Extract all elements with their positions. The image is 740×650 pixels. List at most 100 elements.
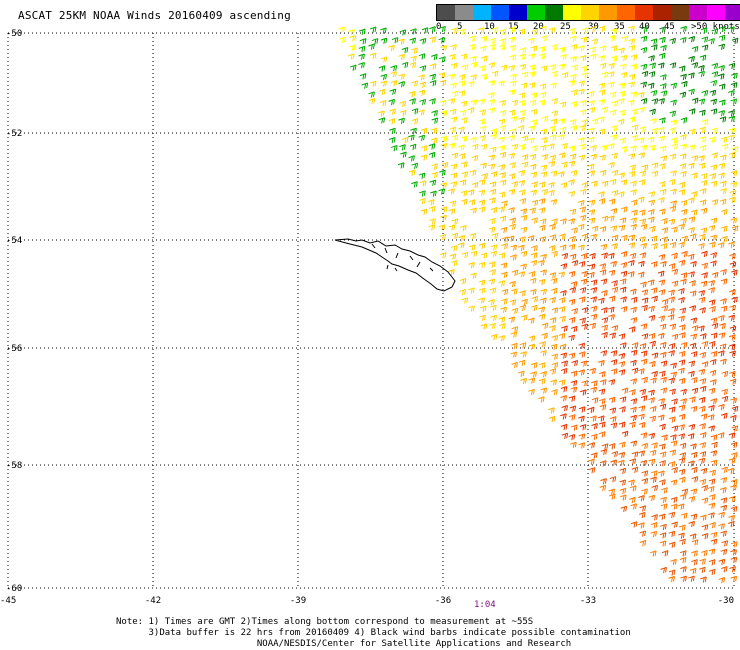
- wind-barb: [688, 36, 696, 43]
- wind-barb: [438, 72, 446, 79]
- wind-barb: [590, 415, 597, 422]
- wind-barb: [359, 38, 367, 45]
- wind-barb: [731, 72, 738, 80]
- wind-barb: [680, 398, 687, 405]
- wind-barb: [648, 209, 655, 216]
- wind-barb: [459, 288, 466, 296]
- wind-barb: [478, 297, 485, 304]
- wind-barb: [539, 218, 547, 225]
- wind-barb: [570, 380, 578, 387]
- wind-barb: [519, 99, 526, 107]
- wind-barb: [591, 38, 599, 45]
- wind-barb: [451, 134, 459, 141]
- wind-barb: [718, 83, 726, 90]
- wind-barb: [650, 38, 658, 45]
- wind-barb: [457, 242, 465, 249]
- wind-barb: [520, 208, 528, 215]
- wind-barb: [590, 144, 597, 152]
- wind-barb: [549, 317, 557, 324]
- wind-barb: [388, 137, 396, 144]
- wind-barb: [588, 467, 596, 474]
- wind-barb: [448, 142, 456, 149]
- wind-barb: [678, 297, 685, 304]
- wind-barb: [700, 172, 708, 180]
- wind-barb: [641, 333, 649, 340]
- wind-barb: [608, 295, 616, 302]
- wind-barb: [570, 441, 577, 448]
- wind-barb: [510, 351, 518, 358]
- wind-barb: [679, 324, 686, 331]
- wind-barb: [650, 522, 658, 529]
- wind-barb: [539, 236, 547, 243]
- latitude-label: -54: [6, 236, 22, 246]
- wind-barb: [701, 549, 708, 557]
- wind-barb: [620, 270, 628, 278]
- wind-barb: [730, 181, 738, 188]
- wind-barb: [610, 260, 617, 268]
- wind-barb: [401, 47, 409, 54]
- wind-barb: [609, 332, 616, 339]
- wind-barb: [510, 115, 518, 123]
- scale-swatch: [653, 5, 671, 20]
- wind-barb: [511, 342, 518, 350]
- wind-barb: [698, 296, 706, 304]
- wind-barb: [439, 79, 447, 86]
- wind-barb: [500, 262, 508, 269]
- wind-barb: [680, 208, 688, 216]
- wind-barb: [489, 287, 497, 294]
- wind-barb: [688, 575, 695, 582]
- wind-barb: [728, 26, 735, 33]
- wind-barb: [637, 196, 645, 203]
- wind-barb: [589, 252, 596, 260]
- wind-barb: [470, 99, 478, 106]
- wind-barb: [718, 332, 726, 339]
- wind-barb: [611, 100, 619, 107]
- wind-barb: [349, 35, 357, 42]
- wind-barb: [730, 98, 738, 105]
- scale-tick-label: 45: [664, 22, 675, 32]
- wind-barb: [398, 53, 406, 61]
- wind-barb: [681, 250, 688, 258]
- wind-barb: [651, 514, 658, 521]
- wind-barb: [587, 90, 595, 98]
- wind-barb: [488, 154, 496, 161]
- wind-barb: [471, 155, 479, 162]
- wind-barb: [419, 38, 427, 45]
- wind-barb: [560, 182, 568, 189]
- wind-barb: [718, 43, 726, 50]
- wind-barb: [429, 80, 437, 87]
- wind-barb: [598, 98, 606, 106]
- wind-barb: [589, 322, 597, 329]
- longitude-label: -30: [718, 596, 734, 606]
- wind-barb: [549, 64, 557, 71]
- wind-barb: [727, 467, 735, 475]
- wind-barb: [439, 25, 446, 33]
- wind-barb: [708, 548, 716, 555]
- wind-barb: [419, 65, 427, 72]
- wind-barb: [448, 73, 456, 80]
- wind-barb: [630, 359, 637, 367]
- wind-barb: [588, 199, 596, 206]
- wind-barb: [641, 26, 648, 33]
- wind-barb: [590, 313, 598, 321]
- wind-barb: [521, 161, 529, 168]
- wind-barb: [668, 289, 675, 296]
- wind-barb: [670, 496, 678, 504]
- wind-barb: [618, 421, 626, 428]
- wind-barb: [590, 296, 597, 303]
- wind-barb: [610, 134, 618, 141]
- wind-barb: [678, 413, 686, 421]
- wind-barb: [491, 70, 499, 77]
- wind-barb: [620, 505, 628, 513]
- wind-barb: [617, 118, 625, 126]
- wind-barb: [570, 325, 578, 333]
- wind-barb: [411, 108, 419, 115]
- wind-barb: [481, 73, 488, 80]
- wind-barb: [348, 29, 355, 36]
- wind-barb: [708, 512, 715, 519]
- wind-barb: [658, 289, 666, 296]
- wind-barb: [728, 334, 736, 341]
- wind-barb: [611, 286, 619, 293]
- wind-barb: [598, 198, 606, 205]
- wind-barb: [681, 80, 688, 88]
